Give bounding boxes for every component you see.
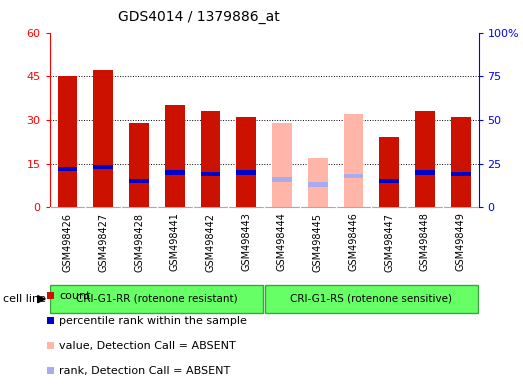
Bar [344, 114, 363, 207]
Bar [379, 137, 399, 207]
Bar [265, 285, 478, 313]
Text: GSM498443: GSM498443 [241, 213, 251, 271]
Bar [201, 172, 220, 176]
Bar [50, 285, 264, 313]
Text: value, Detection Call = ABSENT: value, Detection Call = ABSENT [59, 341, 236, 351]
Bar [451, 172, 471, 176]
Bar [236, 117, 256, 207]
Text: GSM498449: GSM498449 [456, 213, 465, 271]
Text: GSM498426: GSM498426 [63, 213, 73, 271]
Text: GSM498441: GSM498441 [170, 213, 180, 271]
Bar [201, 111, 220, 207]
Bar [236, 170, 256, 175]
Text: count: count [59, 291, 90, 301]
Bar [94, 165, 113, 169]
Bar [129, 179, 149, 183]
Bar [451, 117, 471, 207]
Bar [379, 179, 399, 183]
Bar [415, 170, 435, 175]
Bar [308, 158, 327, 207]
Bar [272, 177, 292, 182]
Text: CRI-G1-RR (rotenone resistant): CRI-G1-RR (rotenone resistant) [76, 293, 238, 303]
Text: GSM498447: GSM498447 [384, 213, 394, 271]
Text: GSM498446: GSM498446 [348, 213, 358, 271]
Bar [165, 106, 185, 207]
Text: rank, Detection Call = ABSENT: rank, Detection Call = ABSENT [59, 366, 230, 376]
Bar [58, 76, 77, 207]
Bar [129, 123, 149, 207]
Text: GSM498428: GSM498428 [134, 213, 144, 271]
Bar [344, 174, 363, 178]
Bar [165, 170, 185, 175]
Bar [58, 167, 77, 171]
Text: GSM498448: GSM498448 [420, 213, 430, 271]
Text: GDS4014 / 1379886_at: GDS4014 / 1379886_at [118, 10, 280, 23]
Text: GSM498444: GSM498444 [277, 213, 287, 271]
Text: cell line: cell line [3, 294, 46, 304]
Text: GSM498442: GSM498442 [206, 213, 215, 271]
Text: GSM498445: GSM498445 [313, 213, 323, 271]
Bar [272, 123, 292, 207]
Text: CRI-G1-RS (rotenone sensitive): CRI-G1-RS (rotenone sensitive) [290, 293, 452, 303]
Text: percentile rank within the sample: percentile rank within the sample [59, 316, 247, 326]
Bar [415, 111, 435, 207]
Bar [308, 182, 327, 187]
Text: GSM498427: GSM498427 [98, 213, 108, 272]
Bar [94, 71, 113, 207]
